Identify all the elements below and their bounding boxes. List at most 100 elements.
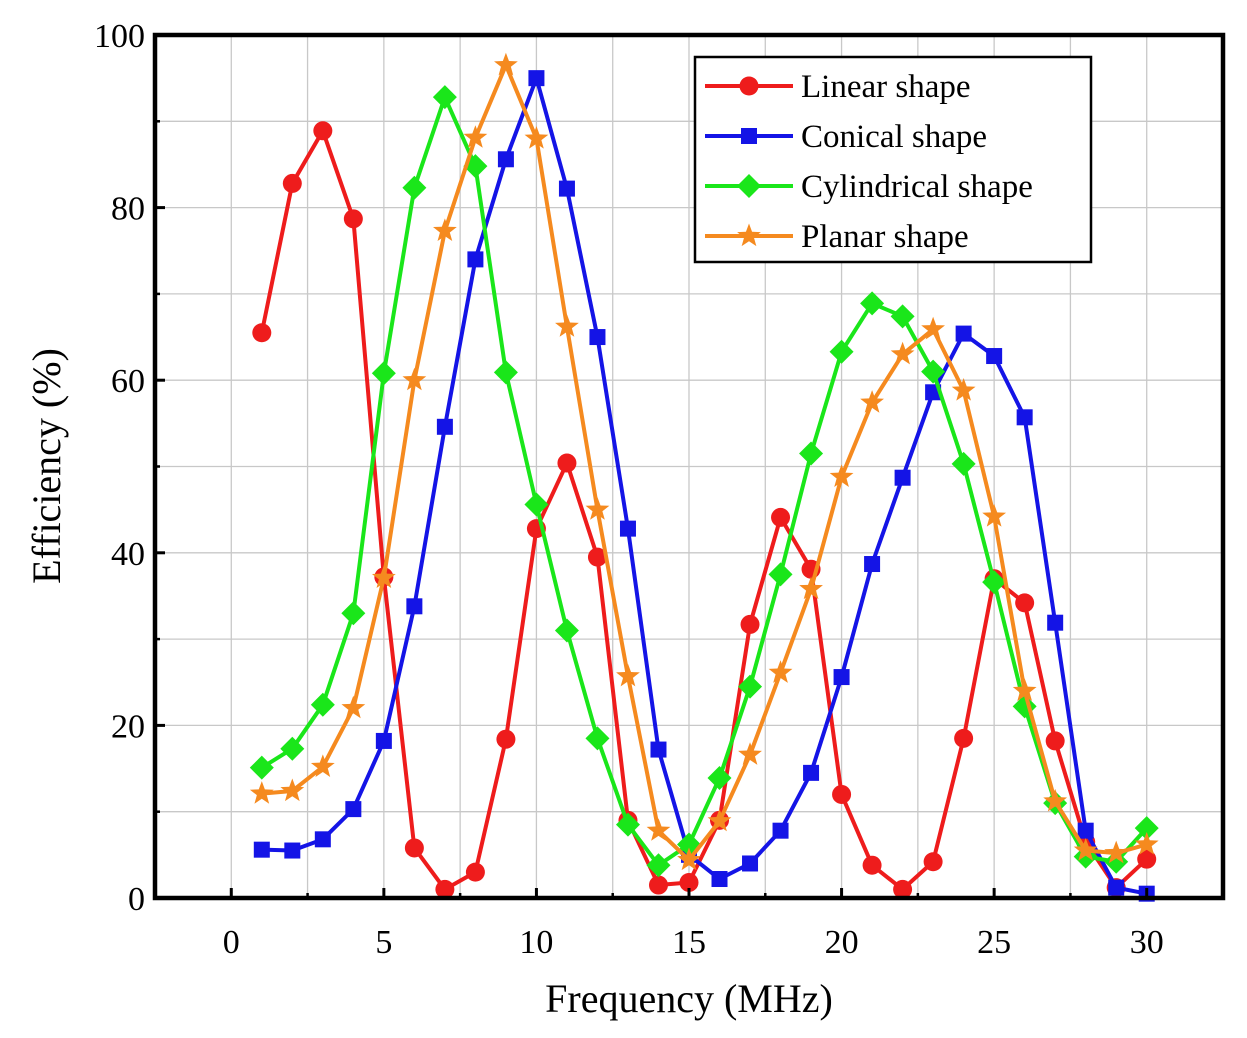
data-point: [589, 329, 606, 346]
data-point: [310, 692, 335, 717]
data-point: [616, 663, 640, 687]
data-point: [1104, 840, 1129, 864]
data-point: [310, 754, 335, 777]
data-point: [371, 565, 396, 588]
legend-label: Cylindrical shape: [801, 169, 1033, 205]
data-point: [1012, 678, 1037, 701]
legend-box: [693, 55, 1093, 264]
data-point: [433, 218, 457, 242]
legend-entry: Cylindrical shape: [705, 169, 1033, 205]
data-point: [707, 766, 732, 791]
data-point: [740, 614, 760, 634]
data-point: [677, 847, 701, 871]
data-point: [772, 822, 789, 839]
data-point: [951, 378, 976, 401]
legend-entry: Linear shape: [705, 69, 971, 105]
data-point: [954, 728, 974, 748]
series-layer: [249, 52, 1159, 902]
data-point: [679, 872, 699, 892]
data-point: [771, 507, 791, 527]
legend-label: Linear shape: [801, 69, 971, 105]
legend-label: Conical shape: [801, 119, 987, 155]
data-point: [554, 618, 579, 643]
data-point: [432, 85, 457, 110]
data-point: [558, 180, 575, 197]
series-conical-shape: [253, 70, 1155, 902]
y-tick-label: 40: [111, 536, 145, 573]
data-point: [615, 812, 640, 837]
data-point: [619, 520, 636, 537]
data-point: [833, 669, 850, 686]
data-point: [1073, 838, 1098, 861]
data-point: [890, 341, 915, 365]
data-point: [435, 879, 455, 899]
data-point: [343, 209, 363, 229]
data-point: [921, 359, 946, 384]
data-point: [280, 736, 305, 761]
series-line: [260, 95, 1149, 868]
axis-ticks: [155, 33, 1149, 900]
data-point: [252, 323, 272, 343]
data-point: [555, 314, 579, 337]
data-point: [1043, 788, 1068, 812]
data-point: [648, 875, 668, 895]
x-tick-label: 15: [672, 924, 706, 961]
data-point: [738, 674, 763, 699]
legend-label: Planar shape: [801, 219, 969, 255]
series-line: [261, 76, 1148, 896]
data-point: [524, 126, 549, 149]
data-point: [402, 367, 427, 391]
data-point: [436, 418, 453, 435]
data-point: [494, 52, 518, 76]
x-tick-label: 0: [223, 924, 240, 961]
data-point: [921, 316, 945, 340]
data-point: [1047, 614, 1064, 631]
data-point: [1045, 731, 1065, 751]
legend-marker: [739, 76, 759, 96]
data-point: [341, 695, 366, 719]
series-cylindrical-shape: [249, 85, 1159, 878]
data-point: [951, 451, 976, 476]
x-tick-label: 30: [1130, 924, 1164, 961]
data-point: [1108, 879, 1125, 896]
data-point: [557, 453, 577, 473]
data-point: [955, 325, 972, 342]
series-line: [261, 63, 1148, 863]
data-point: [280, 778, 305, 802]
x-tick-label: 20: [825, 924, 859, 961]
data-point: [646, 853, 671, 878]
data-point: [496, 729, 516, 749]
data-point: [463, 125, 488, 148]
data-point: [890, 304, 915, 329]
y-tick-label: 20: [111, 708, 145, 745]
y-tick-label: 80: [111, 191, 145, 228]
data-point: [982, 570, 1007, 595]
data-point: [493, 360, 518, 385]
data-point: [1077, 822, 1094, 839]
data-point: [402, 175, 427, 200]
data-point: [923, 852, 943, 872]
data-point: [799, 576, 823, 600]
legend-marker: [737, 174, 761, 198]
data-point: [768, 660, 793, 683]
legend-marker: [737, 223, 761, 247]
data-point: [587, 547, 607, 567]
y-tick-label: 60: [111, 363, 145, 400]
legend-marker: [741, 128, 757, 144]
data-point: [768, 562, 793, 587]
data-point: [371, 361, 396, 386]
x-tick-label: 10: [519, 924, 553, 961]
data-point: [829, 464, 854, 487]
data-point: [282, 173, 302, 193]
data-point: [375, 732, 392, 749]
data-point: [860, 390, 884, 413]
y-tick-label: 0: [128, 881, 145, 918]
data-point: [1016, 409, 1033, 426]
data-point: [860, 291, 885, 316]
data-point: [249, 781, 274, 804]
data-point: [467, 251, 484, 268]
x-tick-label: 5: [375, 924, 392, 961]
data-point: [249, 755, 274, 780]
data-point: [585, 497, 610, 520]
